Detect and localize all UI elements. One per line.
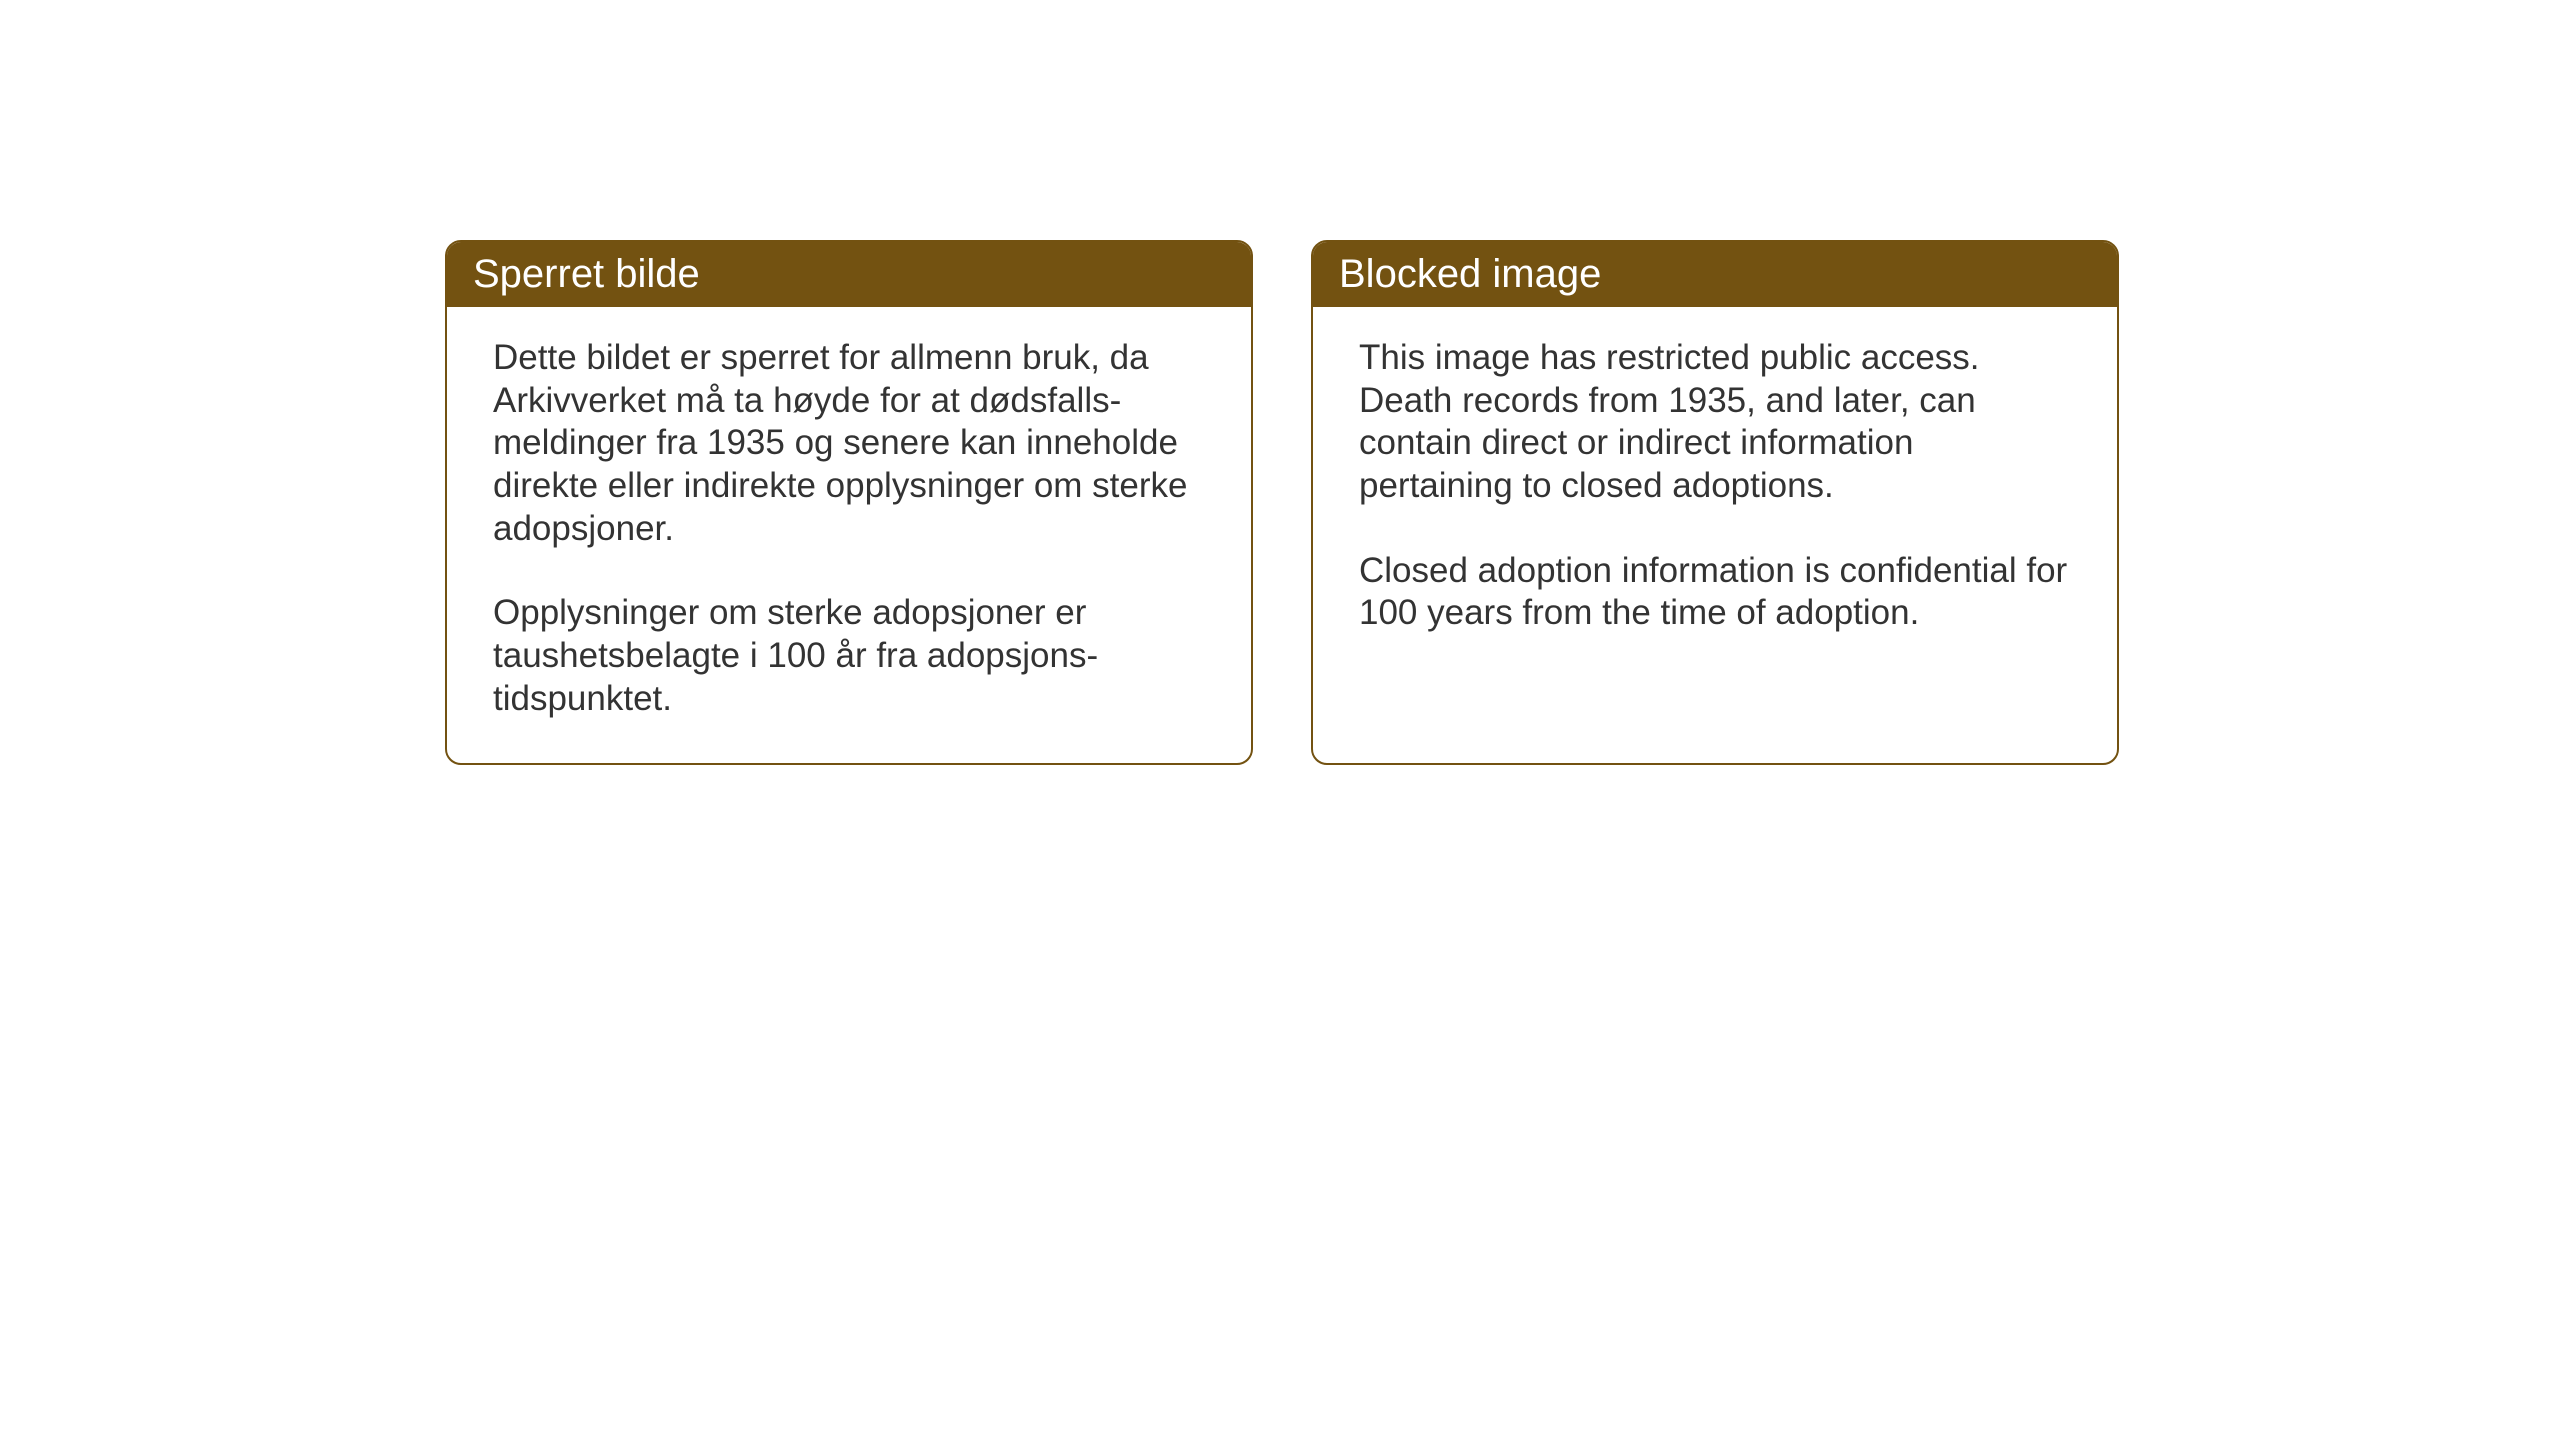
card-paragraph-norwegian-2: Opplysninger om sterke adopsjoner er tau… [493, 592, 1205, 720]
card-title-english: Blocked image [1339, 252, 1601, 296]
notice-card-english: Blocked image This image has restricted … [1311, 240, 2119, 765]
card-body-english: This image has restricted public access.… [1313, 307, 2117, 677]
card-paragraph-english-1: This image has restricted public access.… [1359, 337, 2071, 508]
card-header-norwegian: Sperret bilde [447, 242, 1251, 307]
notice-card-norwegian: Sperret bilde Dette bildet er sperret fo… [445, 240, 1253, 765]
card-title-norwegian: Sperret bilde [473, 252, 700, 296]
notice-cards-container: Sperret bilde Dette bildet er sperret fo… [445, 240, 2119, 765]
card-paragraph-norwegian-1: Dette bildet er sperret for allmenn bruk… [493, 337, 1205, 550]
card-paragraph-english-2: Closed adoption information is confident… [1359, 550, 2071, 635]
card-body-norwegian: Dette bildet er sperret for allmenn bruk… [447, 307, 1251, 763]
card-header-english: Blocked image [1313, 242, 2117, 307]
